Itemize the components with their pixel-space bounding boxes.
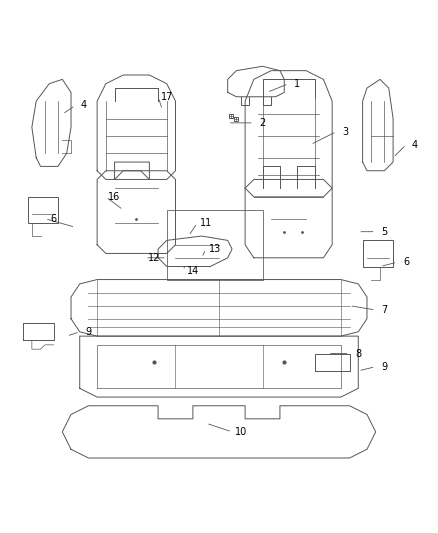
- Text: 13: 13: [208, 244, 221, 254]
- Text: 7: 7: [381, 305, 388, 315]
- Text: 14: 14: [187, 266, 199, 276]
- Text: 6: 6: [50, 214, 57, 224]
- Text: 16: 16: [109, 192, 121, 202]
- Text: 10: 10: [235, 427, 247, 437]
- Text: 11: 11: [200, 218, 212, 228]
- Text: 12: 12: [148, 253, 160, 263]
- Text: 8: 8: [355, 349, 361, 359]
- Text: 3: 3: [342, 126, 348, 136]
- Text: 6: 6: [403, 257, 409, 267]
- Text: 5: 5: [381, 227, 388, 237]
- Text: 9: 9: [381, 361, 388, 372]
- Text: 17: 17: [161, 92, 173, 102]
- Text: 4: 4: [81, 100, 87, 110]
- Text: 1: 1: [294, 79, 300, 88]
- Text: 9: 9: [85, 327, 92, 337]
- Text: 2: 2: [259, 118, 266, 128]
- Text: 4: 4: [412, 140, 418, 150]
